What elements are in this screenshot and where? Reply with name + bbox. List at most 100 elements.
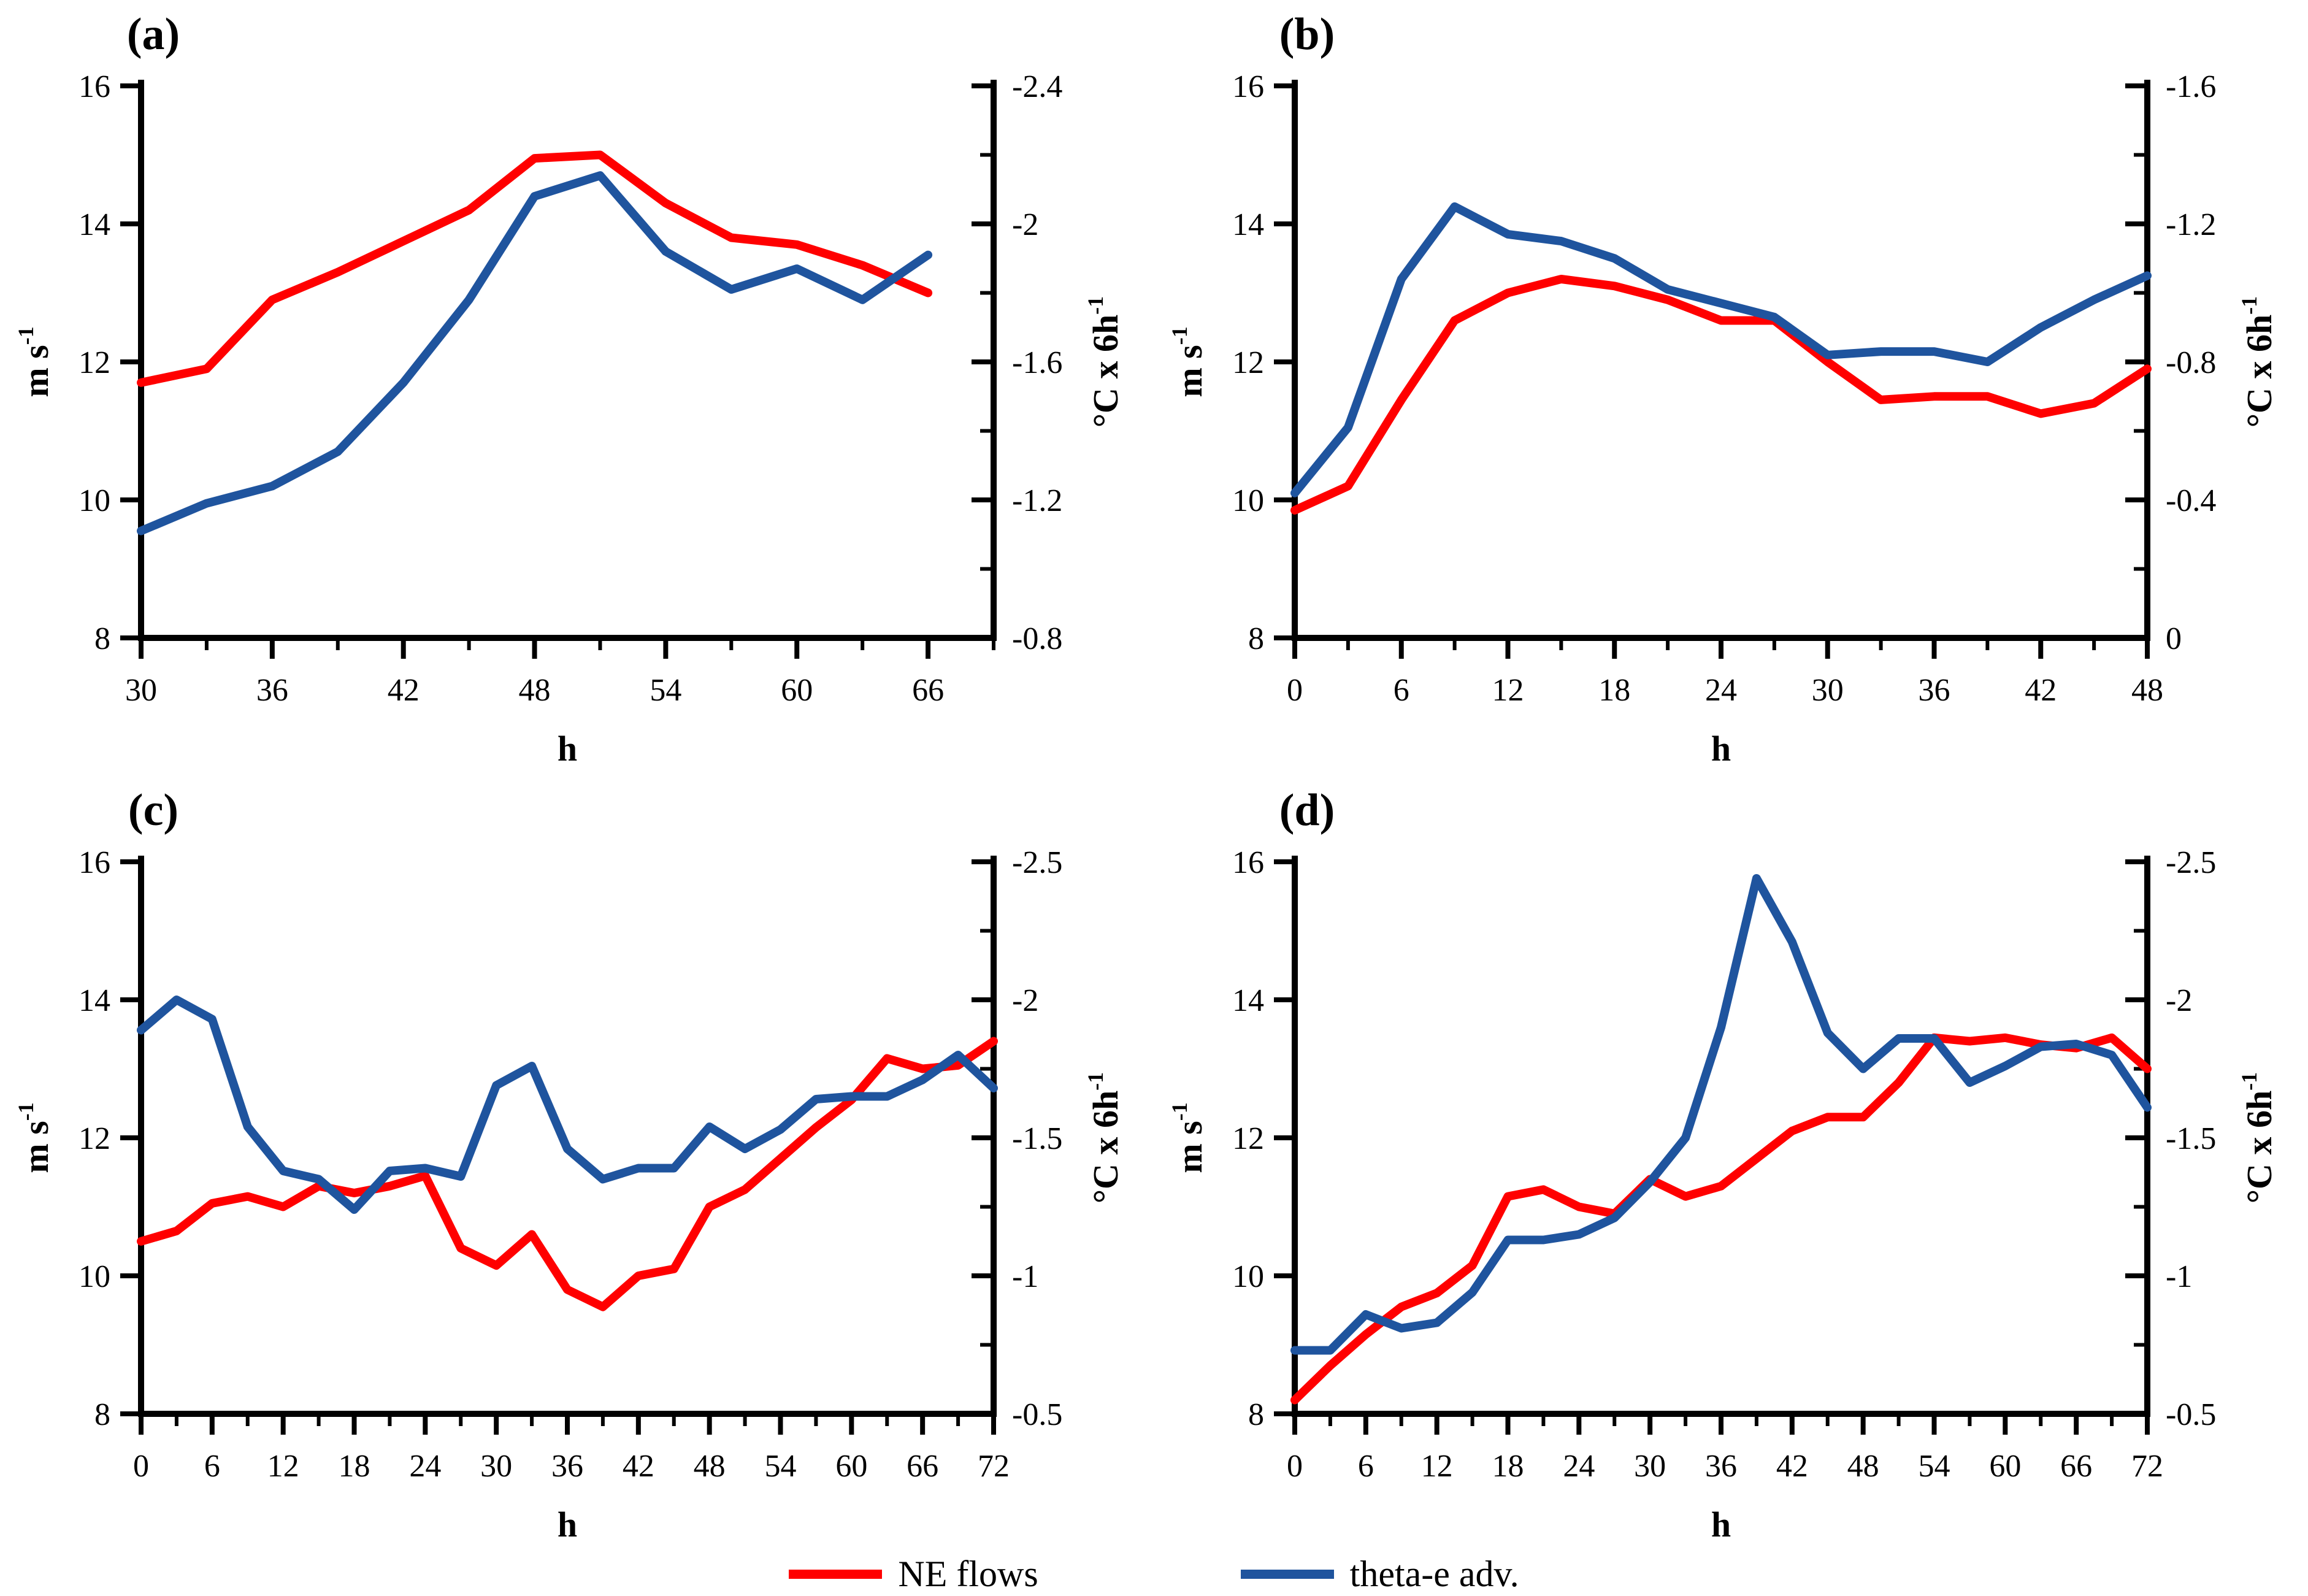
right-axis-title: °C x 6h-1 [2237, 1072, 2279, 1203]
right-axis-tick-label: -1.5 [2166, 1121, 2216, 1156]
right-axis-tick-label: -1 [1012, 1259, 1038, 1294]
x-axis-tick-label: 60 [781, 673, 813, 708]
right-axis-tick-label: -0.8 [1012, 621, 1062, 656]
x-axis-tick-label: 24 [1705, 673, 1737, 708]
right-axis-title: °C x 6h-1 [2237, 296, 2279, 428]
left-axis-tick-label: 10 [1232, 483, 1264, 518]
right-axis-tick-label: -0.8 [2166, 345, 2216, 380]
panel-b-cell: 8 10 12 14 16 0 6 12 18 24 30 36 42 48 0 -0.4 -0.8 -1.2 -1… [1154, 0, 2307, 776]
x-axis-tick-label: 18 [1598, 673, 1630, 708]
panel-a-cell: 8 10 12 14 16 30 36 42 48 54 60 66 -0.8 -1.2 -1.6 -2 -2.… [0, 0, 1154, 776]
legend-item-theta-e-adv: theta-e adv. [1240, 1553, 1519, 1595]
x-axis-tick-label: 30 [1812, 673, 1844, 708]
x-axis-tick-label: 24 [1563, 1449, 1595, 1484]
left-axis-title: m s-1 [13, 1102, 56, 1173]
ne-flows-series-line [1290, 275, 2152, 515]
x-axis-tick-label: 60 [835, 1449, 867, 1484]
left-axis-tick-label: 12 [1232, 345, 1264, 380]
x-axis-title: h [558, 729, 577, 769]
theta-e-adv-series-line [137, 171, 933, 535]
right-axis-tick-label: -2 [1012, 207, 1038, 242]
right-axis-tick-label: -1 [2166, 1259, 2192, 1294]
x-axis-tick-label: 6 [1394, 673, 1409, 708]
x-axis-tick-label: 54 [765, 1449, 797, 1484]
x-axis-tick-label: 66 [907, 1449, 938, 1484]
left-axis-tick-label: 16 [79, 845, 110, 880]
x-axis-tick-label: 12 [1492, 673, 1524, 708]
ne-flows-line-swatch [789, 1569, 883, 1579]
x-axis-tick-label: 18 [339, 1449, 370, 1484]
left-axis-tick-label: 12 [79, 1121, 110, 1156]
x-axis-tick-label: 6 [1358, 1449, 1374, 1484]
x-axis-title: h [1711, 729, 1731, 769]
x-axis-tick-label: 48 [694, 1449, 726, 1484]
right-axis-tick-label: -0.5 [1012, 1397, 1062, 1432]
x-axis-tick-label: 48 [1847, 1449, 1879, 1484]
x-axis-tick-label: 36 [1919, 673, 1950, 708]
left-axis-tick-label: 16 [79, 69, 110, 104]
ne-flows-series-line [137, 1037, 998, 1311]
x-axis-tick-label: 36 [1705, 1449, 1737, 1484]
panel-a-chart: 8 10 12 14 16 30 36 42 48 54 60 66 -0.8 -1.2 -1.6 -2 -2.… [13, 9, 1125, 769]
panel-c-chart: 8 10 12 14 16 0 6 12 18 24 30 36 42 48 54 60 66 72-0.5 -1 -… [13, 785, 1125, 1544]
right-axis-tick-label: -1.2 [2166, 207, 2216, 242]
x-axis-tick-label: 48 [2131, 673, 2163, 708]
legend-label-ne-flows: NE flows [898, 1553, 1038, 1594]
right-axis-tick-label: -1.2 [1012, 483, 1062, 518]
legend-item-ne-flows: NE flows [789, 1553, 1038, 1595]
x-axis-tick-label: 42 [623, 1449, 654, 1484]
left-axis-tick-label: 8 [94, 1397, 110, 1432]
right-axis-tick-label: -2.5 [2166, 845, 2216, 880]
left-axis-tick-label: 14 [79, 983, 110, 1018]
x-axis-tick-label: 0 [1287, 1449, 1303, 1484]
right-axis-tick-label: -2.4 [1012, 69, 1062, 104]
left-axis-tick-label: 12 [79, 345, 110, 380]
right-axis-tick-label: -1.6 [2166, 69, 2216, 104]
x-axis-tick-label: 30 [125, 673, 157, 708]
x-axis-tick-label: 66 [912, 673, 944, 708]
left-axis-tick-label: 14 [1232, 983, 1264, 1018]
left-axis-title: m s-1 [13, 326, 56, 397]
theta-e-adv-series-line [1290, 874, 2152, 1355]
panel-d-chart: 8 10 12 14 16 0 6 12 18 24 30 36 42 48 54 60 66 72-0.5 -1 -… [1167, 785, 2279, 1544]
panel-d-cell: 8 10 12 14 16 0 6 12 18 24 30 36 42 48 54 60 66 72 -0.5 -1 -… [1154, 776, 2307, 1552]
x-axis-tick-label: 18 [1492, 1449, 1524, 1484]
left-axis-tick-label: 16 [1232, 845, 1264, 880]
legend: NE flows theta-e adv. [0, 1552, 2308, 1596]
x-axis-tick-label: 12 [267, 1449, 299, 1484]
left-axis-tick-label: 10 [1232, 1259, 1264, 1294]
right-axis-tick-label: -2 [1012, 983, 1038, 1018]
right-axis-tick-label: -2 [2166, 983, 2192, 1018]
right-axis-tick-label: -0.4 [2166, 483, 2216, 518]
four-panel-chart-grid: 8 10 12 14 16 30 36 42 48 54 60 66 -0.8 -1.2 -1.6 -2 -2.… [0, 0, 2307, 1552]
panel-c-cell: 8 10 12 14 16 0 6 12 18 24 30 36 42 48 54 60 66 72 -0.5 -1 -… [0, 776, 1154, 1552]
left-axis-tick-label: 12 [1232, 1121, 1264, 1156]
right-axis-tick-label: -0.5 [2166, 1397, 2216, 1432]
x-axis-tick-label: 30 [480, 1449, 512, 1484]
x-axis-tick-label: 54 [650, 673, 681, 708]
x-axis-tick-label: 60 [1989, 1449, 2021, 1484]
x-axis-tick-label: 66 [2060, 1449, 2092, 1484]
x-axis-tick-label: 36 [551, 1449, 583, 1484]
right-axis-tick-label: 0 [2166, 621, 2182, 656]
left-axis-title: m s-1 [1167, 326, 1210, 397]
x-axis-tick-label: 48 [519, 673, 551, 708]
right-axis-title: °C x 6h-1 [1083, 296, 1125, 428]
x-axis-tick-label: 30 [1634, 1449, 1666, 1484]
right-axis-tick-label: -2.5 [1012, 845, 1062, 880]
right-axis-title: °C x 6h-1 [1083, 1072, 1125, 1203]
left-axis-title: m s-1 [1167, 1102, 1210, 1173]
x-axis-tick-label: 36 [256, 673, 288, 708]
left-axis-tick-label: 8 [94, 621, 110, 656]
panel-letter: (d) [1279, 785, 1335, 835]
x-axis-tick-label: 6 [204, 1449, 220, 1484]
panel-letter: (a) [127, 9, 180, 59]
x-axis-tick-label: 72 [2131, 1449, 2163, 1484]
theta-e-adv-series-line [1290, 202, 2152, 497]
ne-flows-series-line [1290, 1033, 2152, 1405]
right-axis-tick-label: -1.6 [1012, 345, 1062, 380]
left-axis-tick-label: 8 [1248, 1397, 1264, 1432]
ne-flows-series-line [137, 150, 933, 387]
